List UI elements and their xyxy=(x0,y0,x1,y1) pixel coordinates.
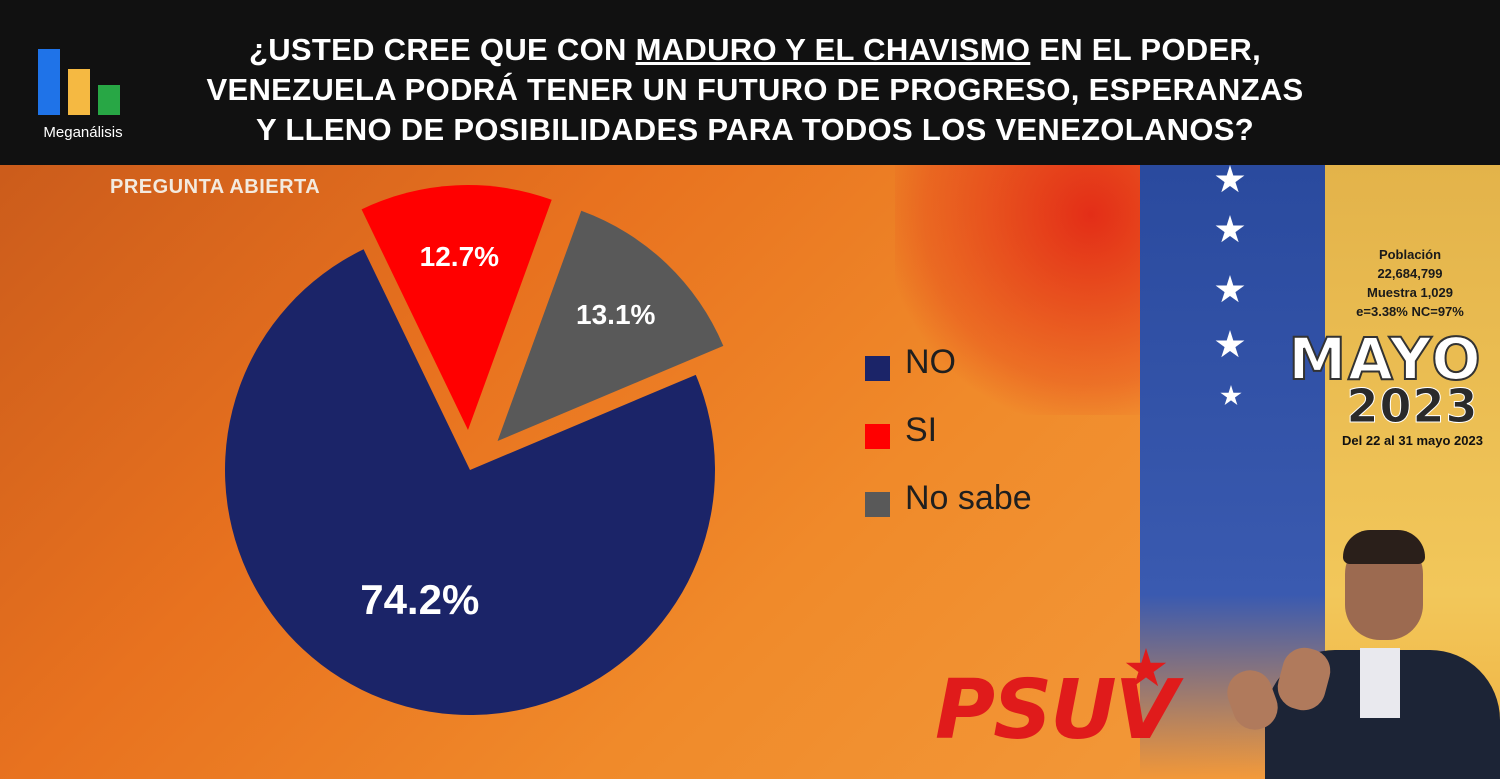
photo-shirt xyxy=(1360,648,1400,718)
survey-month: MAYO xyxy=(1287,325,1483,393)
pie-slice-no xyxy=(224,249,715,716)
title-line-3: Y LLENO DE POSIBILIDADES PARA TODOS LOS … xyxy=(256,112,1254,147)
info-population-label: Población xyxy=(1378,247,1442,262)
title-underlined-text: MADURO Y EL CHAVISMO xyxy=(635,32,1031,67)
legend-label-no: NO xyxy=(905,343,956,381)
legend-swatch-no-sabe xyxy=(865,492,890,517)
question-title: ¿USTED CREE QUE CON MADURO Y EL CHAVISMO… xyxy=(150,30,1360,150)
info-sample: Muestra 1,029 xyxy=(1367,285,1453,300)
logo-bar-blue xyxy=(38,49,60,115)
pie-data-label-no-sabe: 13.1% xyxy=(576,299,655,330)
decorative-red-splash xyxy=(895,165,1140,415)
speaker-photo xyxy=(1225,530,1500,779)
logo-bar-green xyxy=(98,85,120,115)
title-line-1-end: EN EL PODER, xyxy=(1030,32,1262,67)
legend-label-no-sabe: No sabe xyxy=(905,479,1032,517)
title-line-2: VENEZUELA PODRÁ TENER UN FUTURO DE PROGR… xyxy=(206,72,1304,107)
pie-slice-no-sabe xyxy=(497,210,724,442)
meganalisis-logo: Meganálisis xyxy=(28,40,138,145)
header-bar: Meganálisis ¿USTED CREE QUE CON MADURO Y… xyxy=(0,0,1500,165)
psuv-logo: PSUV xyxy=(935,663,1178,758)
survey-info: Población 22,684,799 Muestra 1,029 e=3.3… xyxy=(1335,245,1485,321)
logo-bar-yellow xyxy=(68,69,90,115)
logo-text: Meganálisis xyxy=(43,124,123,141)
legend-swatch-no xyxy=(865,356,890,381)
survey-year: 2023 xyxy=(1346,379,1479,433)
legend-label-si: SI xyxy=(905,411,938,449)
title-line-1-start: ¿USTED CREE QUE CON xyxy=(248,32,636,67)
pie-data-label-si: 12.7% xyxy=(420,241,499,272)
info-error-confidence: e=3.38% NC=97% xyxy=(1356,304,1464,319)
pie-slice-si xyxy=(361,185,552,431)
survey-dates: Del 22 al 31 mayo 2023 xyxy=(1342,433,1483,448)
legend-swatch-si xyxy=(865,424,890,449)
question-type-label: PREGUNTA ABIERTA xyxy=(110,176,321,198)
pie-data-label-no: 74.2% xyxy=(360,576,479,623)
title-line-1: ¿USTED CREE QUE CON MADURO Y EL CHAVISMO… xyxy=(150,30,1360,70)
info-population-value: 22,684,799 xyxy=(1377,266,1443,281)
photo-hair xyxy=(1343,530,1425,564)
